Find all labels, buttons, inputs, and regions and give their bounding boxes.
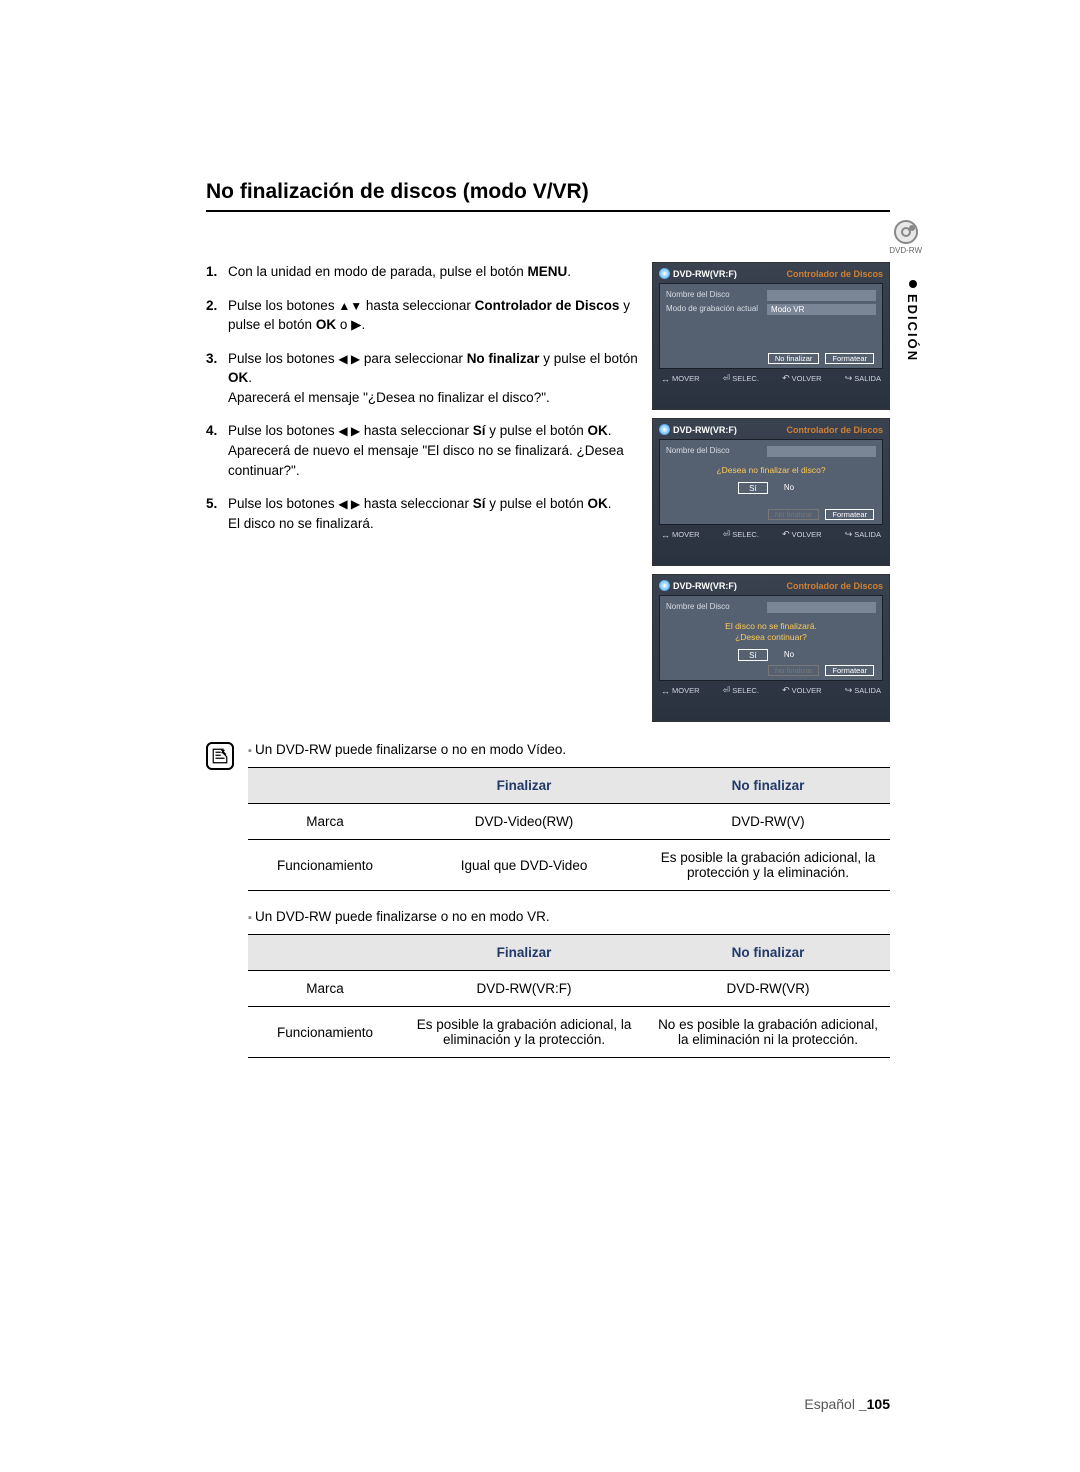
instruction-step: Pulse los botones ◀ ▶ hasta seleccionar …: [206, 421, 640, 480]
instruction-step: Pulse los botones ◀ ▶ para seleccionar N…: [206, 349, 640, 408]
section-tab: EDICIÓN: [905, 280, 920, 362]
dvd-rw-badge: DVD-RW: [889, 220, 922, 255]
screenshot-panel: DVD-RW(VR:F)Controlador de Discos Nombre…: [652, 262, 890, 410]
page-footer: Español _105: [804, 1396, 890, 1412]
bullet-icon: [909, 280, 917, 288]
instruction-step: Con la unidad en modo de parada, pulse e…: [206, 262, 640, 282]
note-text-1: Un DVD-RW puede finalizarse o no en modo…: [248, 742, 890, 757]
screenshot-panel: DVD-RW(VR:F)Controlador de Discos Nombre…: [652, 574, 890, 722]
steps-list: Con la unidad en modo de parada, pulse e…: [206, 262, 640, 533]
note-icon: [206, 742, 234, 770]
instruction-step: Pulse los botones ◀ ▶ hasta seleccionar …: [206, 494, 640, 533]
comparison-table-2: FinalizarNo finalizarMarcaDVD-RW(VR:F)DV…: [248, 934, 890, 1058]
screenshot-panel: DVD-RW(VR:F)Controlador de Discos Nombre…: [652, 418, 890, 566]
instruction-step: Pulse los botones ▲▼ hasta seleccionar C…: [206, 296, 640, 335]
comparison-table-1: FinalizarNo finalizarMarcaDVD-Video(RW)D…: [248, 767, 890, 891]
note-text-2: Un DVD-RW puede finalizarse o no en modo…: [248, 909, 890, 924]
section-heading: No finalización de discos (modo V/VR): [206, 180, 890, 212]
